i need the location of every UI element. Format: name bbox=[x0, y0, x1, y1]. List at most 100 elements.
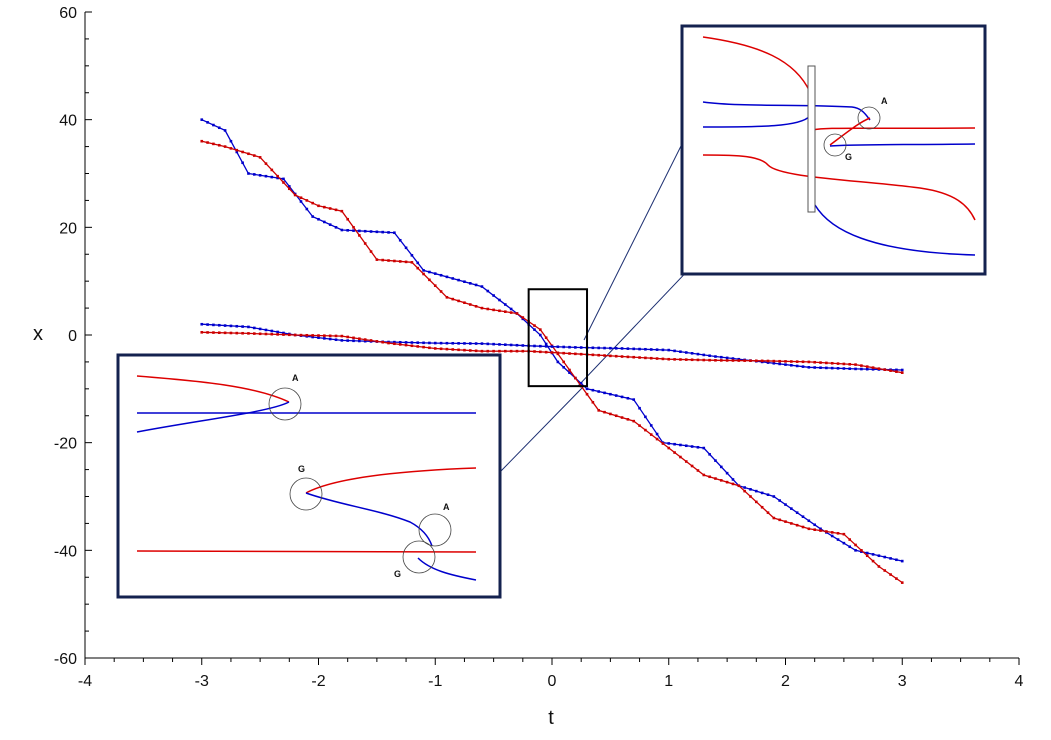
data-point bbox=[498, 343, 501, 346]
data-point bbox=[889, 573, 892, 576]
data-point bbox=[743, 489, 746, 493]
data-point bbox=[830, 531, 834, 534]
data-point bbox=[772, 359, 776, 363]
data-point bbox=[760, 491, 764, 495]
data-point bbox=[293, 193, 297, 197]
data-point bbox=[299, 200, 303, 203]
data-point bbox=[328, 223, 332, 226]
y-axis-label: x bbox=[33, 323, 43, 345]
data-point bbox=[247, 325, 250, 329]
data-point bbox=[568, 352, 571, 355]
data-point bbox=[223, 331, 227, 335]
data-point bbox=[422, 269, 425, 272]
data-point bbox=[498, 349, 501, 353]
data-point bbox=[620, 355, 624, 358]
data-point bbox=[626, 396, 630, 400]
data-point bbox=[398, 238, 402, 242]
series-layer bbox=[200, 118, 904, 584]
data-point bbox=[217, 143, 221, 147]
data-point bbox=[731, 478, 735, 481]
data-point bbox=[480, 349, 484, 353]
data-point bbox=[795, 511, 799, 514]
data-point bbox=[533, 350, 536, 353]
data-point bbox=[743, 486, 746, 489]
data-point bbox=[375, 230, 379, 234]
data-point bbox=[638, 347, 641, 351]
data-point bbox=[468, 342, 472, 345]
data-point bbox=[679, 443, 682, 447]
data-point bbox=[638, 424, 641, 427]
axes: -4 -3 -2 -1 0 1 2 3 4 60 40 20 0 -20 -40 -60 t x bbox=[33, 5, 1024, 729]
data-point bbox=[317, 204, 320, 208]
data-point bbox=[276, 176, 279, 180]
data-point bbox=[305, 199, 309, 202]
data-point bbox=[819, 529, 822, 532]
data-point bbox=[334, 208, 338, 212]
connector-line-lower bbox=[499, 385, 585, 473]
data-point bbox=[457, 278, 460, 282]
data-point bbox=[363, 242, 367, 245]
upper-inset-red-curve-1 bbox=[702, 36, 811, 93]
upper-inset-frame bbox=[680, 24, 987, 276]
data-point bbox=[673, 358, 676, 361]
data-point bbox=[282, 181, 285, 184]
data-point bbox=[410, 254, 414, 257]
data-point bbox=[457, 299, 460, 303]
upper-inset-blue-curve-1 bbox=[702, 101, 871, 121]
data-point bbox=[842, 362, 846, 366]
data-point bbox=[871, 553, 875, 556]
lower-inset-red-curve-1 bbox=[136, 375, 290, 403]
data-point bbox=[684, 444, 688, 448]
data-point bbox=[393, 259, 396, 263]
data-point bbox=[480, 342, 484, 345]
data-point bbox=[369, 339, 373, 342]
data-point bbox=[445, 275, 449, 279]
data-point bbox=[556, 351, 560, 355]
data-point bbox=[766, 361, 770, 364]
data-point bbox=[258, 327, 262, 331]
data-point bbox=[649, 424, 653, 427]
data-point bbox=[795, 364, 799, 368]
data-point bbox=[661, 348, 665, 352]
data-point bbox=[626, 355, 630, 359]
data-point bbox=[673, 451, 676, 454]
data-point bbox=[241, 331, 244, 335]
data-point bbox=[544, 336, 548, 339]
data-point bbox=[474, 349, 478, 353]
data-point bbox=[825, 366, 828, 370]
data-point bbox=[661, 442, 665, 445]
data-point bbox=[585, 387, 589, 391]
data-point bbox=[504, 343, 507, 346]
data-point bbox=[614, 347, 618, 350]
data-point bbox=[591, 346, 595, 350]
data-point bbox=[375, 258, 379, 261]
data-point bbox=[638, 406, 641, 410]
data-point bbox=[428, 278, 431, 282]
data-point bbox=[468, 349, 472, 352]
data-point bbox=[719, 479, 723, 482]
data-point bbox=[363, 229, 367, 233]
data-point bbox=[667, 446, 671, 450]
data-point bbox=[556, 345, 560, 349]
data-point bbox=[579, 382, 583, 385]
data-point bbox=[848, 538, 852, 541]
data-point bbox=[282, 333, 285, 336]
data-point bbox=[737, 359, 741, 362]
data-point bbox=[900, 559, 904, 563]
data-point bbox=[562, 345, 565, 349]
data-point bbox=[895, 577, 898, 580]
data-point bbox=[725, 356, 729, 360]
data-point bbox=[609, 346, 612, 350]
data-point bbox=[270, 329, 274, 333]
lower-inset-label-g1: G bbox=[298, 464, 305, 474]
lower-inset-blue-curve-3 bbox=[417, 557, 477, 581]
data-point bbox=[702, 353, 706, 357]
lower-inset-circle-g1 bbox=[289, 477, 323, 511]
data-point bbox=[679, 358, 682, 361]
data-point bbox=[486, 349, 490, 353]
data-point bbox=[667, 348, 671, 352]
data-point bbox=[235, 148, 239, 152]
data-point bbox=[358, 229, 361, 233]
data-point bbox=[702, 473, 706, 477]
upper-inset-label-a: A bbox=[881, 96, 888, 106]
